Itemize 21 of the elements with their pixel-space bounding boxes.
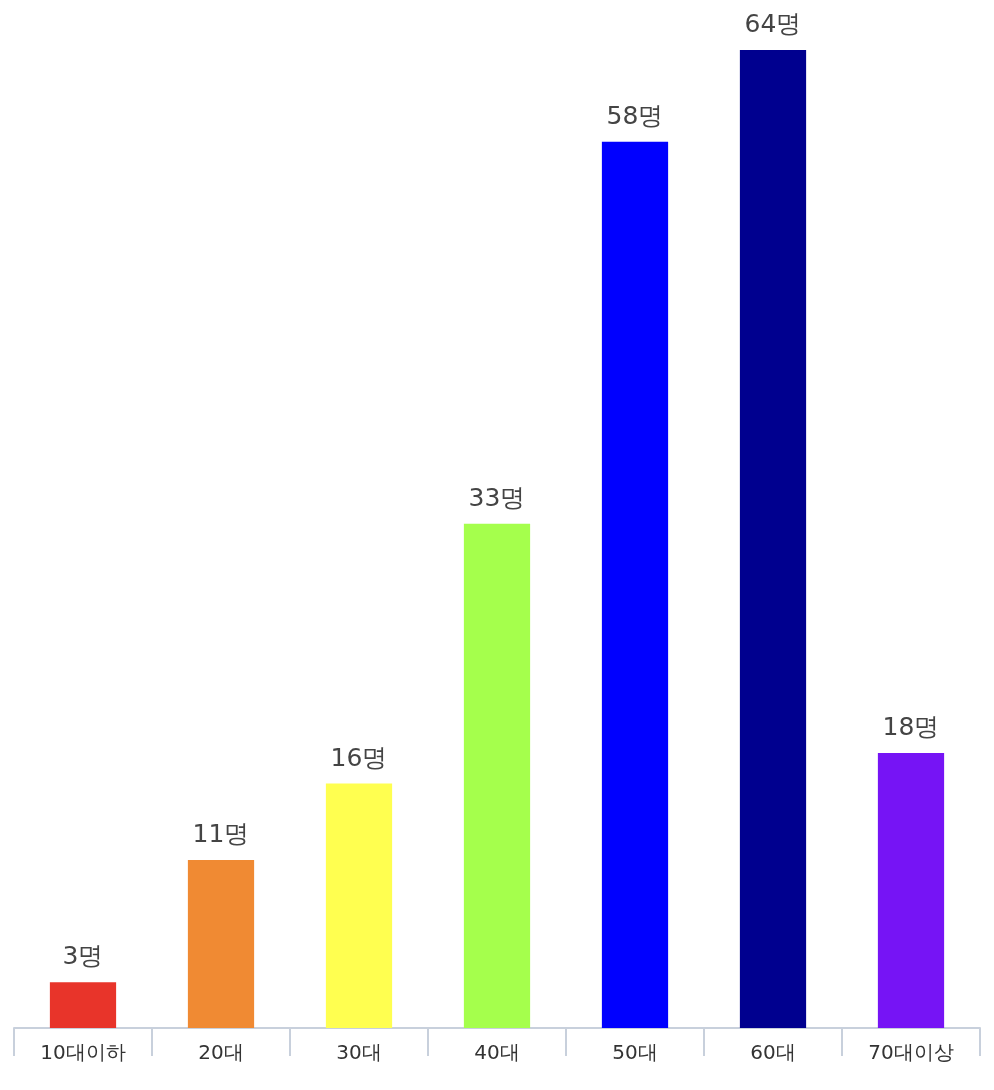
data-label: 3명 <box>62 941 104 971</box>
data-label: 11명 <box>192 818 250 848</box>
data-label: 16명 <box>330 742 388 772</box>
bar <box>463 523 531 1028</box>
bar <box>601 141 669 1028</box>
bar <box>739 50 807 1028</box>
bar <box>877 752 945 1028</box>
bar <box>49 982 117 1028</box>
x-tick-label: 60대 <box>750 1040 796 1064</box>
data-label: 58명 <box>606 100 664 130</box>
bar <box>187 859 255 1028</box>
data-label: 33명 <box>468 482 526 512</box>
x-tick-label: 30대 <box>336 1040 382 1064</box>
x-tick-label: 20대 <box>198 1040 244 1064</box>
x-tick-label: 70대이상 <box>868 1040 954 1064</box>
x-tick-label: 50대 <box>612 1040 658 1064</box>
x-tick-label: 10대이하 <box>40 1040 126 1064</box>
x-tick-label: 40대 <box>474 1040 520 1064</box>
bar <box>325 783 393 1028</box>
data-label: 64명 <box>744 9 802 38</box>
data-label: 18명 <box>882 711 940 741</box>
